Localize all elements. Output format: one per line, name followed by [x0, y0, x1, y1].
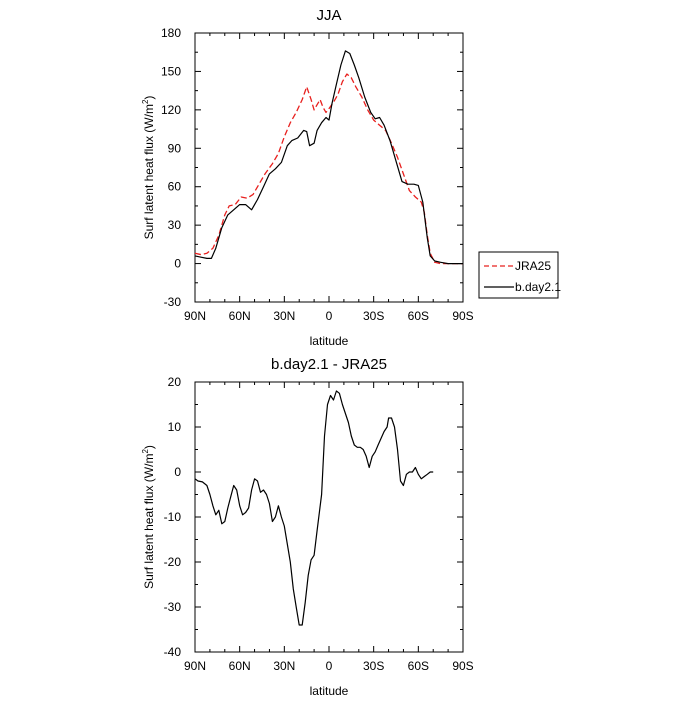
y-tick-label: -40: [164, 645, 182, 659]
x-axis-label: latitude: [310, 684, 349, 698]
series-line-jra25: [194, 73, 463, 265]
panel-top: 90N 60N 30N 0 30S 60S 90S -30 0 30 60 90 120 150 180 JJ…: [141, 7, 474, 348]
x-tick-label: 60S: [408, 309, 429, 323]
y-tick-label: 90: [168, 141, 182, 155]
y-axis-label-superscript: 2: [141, 99, 150, 104]
series-line-difference: [194, 390, 434, 626]
y-tick-label: -20: [164, 555, 182, 569]
x-tick-label: 30N: [273, 659, 295, 673]
y-tick-label: 120: [161, 103, 181, 117]
panel-bottom: 90N 60N 30N 0 30S 60S 90S -40 -30 -20 -10 0 10 20 b.da…: [141, 356, 474, 698]
y-axis-label: Surf latent heat flux (W/m2): [141, 96, 156, 240]
legend-box: [478, 251, 559, 299]
y-axis-label-close: ): [142, 96, 156, 100]
y-tick-label: 150: [161, 64, 181, 78]
y-axis-label-text: Surf latent heat flux (W/m: [142, 104, 156, 239]
x-tick-label: 0: [326, 659, 333, 673]
x-tick-label: 30S: [363, 309, 384, 323]
legend-entry-label: b.day2.1: [515, 280, 561, 294]
x-tick-label: 90N: [184, 659, 206, 673]
x-tick-label: 60N: [229, 659, 251, 673]
y-tick-label: 0: [174, 257, 181, 271]
y-axis-label-superscript: 2: [141, 449, 150, 454]
x-tick-label: 0: [326, 309, 333, 323]
chart-title: JJA: [316, 7, 341, 24]
plot-frame: [194, 381, 464, 653]
x-tick-label: 30N: [273, 309, 295, 323]
legend: JRA25 b.day2.1: [478, 251, 561, 299]
y-tick-label: 180: [161, 26, 181, 40]
x-tick-label: 30S: [363, 659, 384, 673]
y-axis-label: Surf latent heat flux (W/m2): [141, 445, 156, 589]
x-tick-label: 90S: [452, 309, 473, 323]
series-line-b-day2-1: [194, 50, 463, 265]
y-tick-label: 0: [174, 465, 181, 479]
chart-title: b.day2.1 - JRA25: [271, 356, 387, 373]
y-tick-label: -10: [164, 510, 182, 524]
y-tick-label: 10: [168, 420, 182, 434]
y-tick-label: -30: [164, 600, 182, 614]
x-tick-label: 60N: [229, 309, 251, 323]
x-tick-label: 90N: [184, 309, 206, 323]
legend-entry-label: JRA25: [515, 259, 551, 273]
y-tick-label: 60: [168, 180, 182, 194]
x-tick-label: 90S: [452, 659, 473, 673]
x-tick-label: 60S: [408, 659, 429, 673]
plot-frame: [194, 32, 464, 303]
y-tick-label: 20: [168, 375, 182, 389]
x-axis-label: latitude: [310, 334, 349, 348]
y-tick-label: 30: [168, 218, 182, 232]
y-tick-label: -30: [164, 295, 182, 309]
y-axis-label-text: Surf latent heat flux (W/m: [142, 454, 156, 589]
y-axis-label-close: ): [142, 445, 156, 449]
